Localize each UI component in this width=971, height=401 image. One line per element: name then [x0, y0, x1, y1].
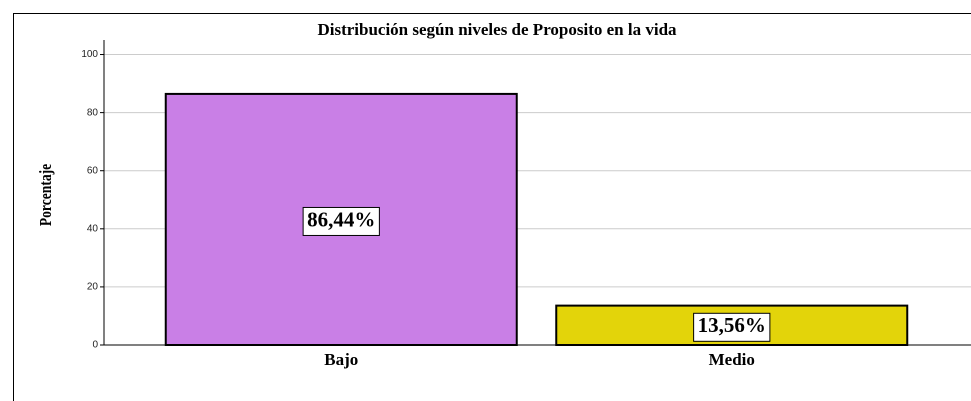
y-tick-label: 40 [87, 223, 99, 234]
y-tick-label: 20 [87, 282, 99, 293]
value-label-box [693, 312, 771, 342]
value-label-box [302, 206, 380, 236]
chart-title: Distribución según niveles de Proposito … [317, 20, 677, 39]
y-tick-label: 0 [92, 340, 98, 351]
x-tick-label: Bajo [324, 350, 358, 369]
y-axis-label: Porcentaje [37, 164, 56, 227]
value-label: 86,44% [307, 207, 375, 231]
value-label: 13,56% [698, 313, 766, 337]
x-tick-label: Medio [709, 350, 755, 369]
y-tick-label: 60 [87, 165, 99, 176]
y-tick-label: 100 [81, 49, 98, 60]
y-tick-label: 80 [87, 107, 99, 118]
